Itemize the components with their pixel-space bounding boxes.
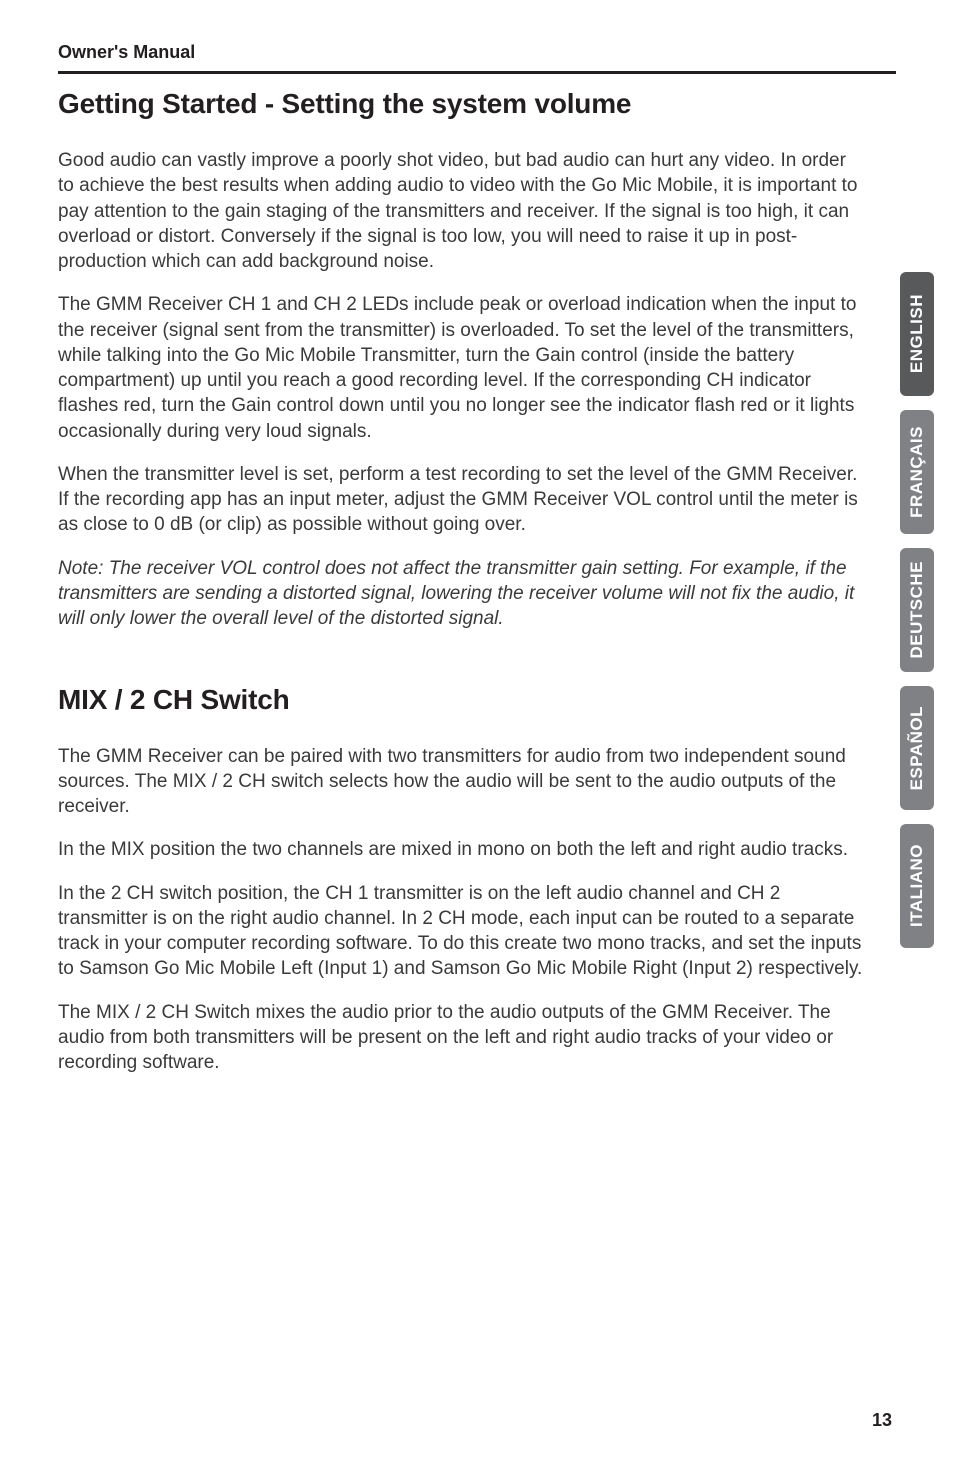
body-paragraph: In the MIX position the two channels are…	[58, 837, 866, 862]
section-title-getting-started: Getting Started - Setting the system vol…	[58, 88, 896, 120]
header-rule	[58, 71, 896, 74]
body-paragraph: The GMM Receiver CH 1 and CH 2 LEDs incl…	[58, 292, 866, 444]
body-paragraph: The GMM Receiver can be paired with two …	[58, 744, 866, 820]
body-paragraph: The MIX / 2 CH Switch mixes the audio pr…	[58, 1000, 866, 1076]
section-title-mix-switch: MIX / 2 CH Switch	[58, 684, 896, 716]
lang-tab-label: ESPAÑOL	[907, 706, 927, 790]
lang-tab-english[interactable]: ENGLISH	[900, 272, 934, 396]
lang-tab-francais[interactable]: FRANÇAIS	[900, 410, 934, 534]
lang-tab-label: DEUTSCHE	[907, 561, 927, 659]
lang-tab-espanol[interactable]: ESPAÑOL	[900, 686, 934, 810]
lang-tab-label: ENGLISH	[907, 294, 927, 373]
header-label: Owner's Manual	[58, 42, 896, 63]
body-paragraph: Good audio can vastly improve a poorly s…	[58, 148, 866, 274]
lang-tab-label: ITALIANO	[907, 844, 927, 927]
manual-page: Owner's Manual Getting Started - Setting…	[0, 0, 954, 1475]
page-number: 13	[872, 1410, 892, 1431]
body-paragraph: When the transmitter level is set, perfo…	[58, 462, 866, 538]
lang-tab-label: FRANÇAIS	[907, 426, 927, 518]
body-paragraph: In the 2 CH switch position, the CH 1 tr…	[58, 881, 866, 982]
language-tab-rail: ENGLISH FRANÇAIS DEUTSCHE ESPAÑOL ITALIA…	[900, 272, 934, 948]
lang-tab-deutsche[interactable]: DEUTSCHE	[900, 548, 934, 672]
note-paragraph: Note: The receiver VOL control does not …	[58, 556, 866, 632]
lang-tab-italiano[interactable]: ITALIANO	[900, 824, 934, 948]
